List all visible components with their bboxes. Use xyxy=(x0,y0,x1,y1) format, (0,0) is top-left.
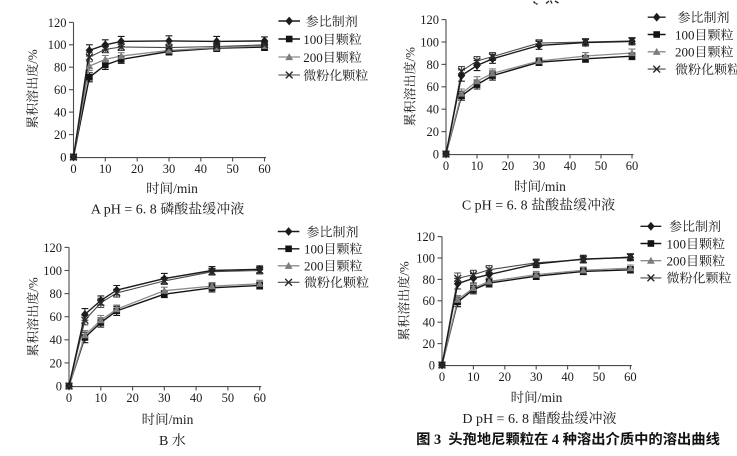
svg-text:10: 10 xyxy=(471,159,484,173)
svg-text:40: 40 xyxy=(561,370,574,384)
svg-text:80: 80 xyxy=(50,287,63,301)
svg-text:30: 30 xyxy=(533,159,546,173)
svg-text:60: 60 xyxy=(427,80,440,94)
svg-text:50: 50 xyxy=(593,370,606,384)
svg-text:0: 0 xyxy=(56,379,62,393)
svg-text:20: 20 xyxy=(427,125,440,139)
svg-text:10: 10 xyxy=(95,391,108,405)
svg-text:50: 50 xyxy=(595,159,608,173)
svg-text:40: 40 xyxy=(54,106,67,120)
svg-text:累积溶出度/%: 累积溶出度/% xyxy=(22,49,41,129)
svg-text:累积溶出度/%: 累积溶出度/% xyxy=(399,47,418,127)
svg-text:图 3 头孢地尼颗粒在 4 种溶出介质中的溶出曲线: 图 3 头孢地尼颗粒在 4 种溶出介质中的溶出曲线 xyxy=(416,428,720,449)
svg-text:参比制剂: 参比制剂 xyxy=(307,221,359,240)
svg-text:100: 100 xyxy=(43,264,62,278)
svg-text:100: 100 xyxy=(420,35,439,49)
svg-text:时间/min: 时间/min xyxy=(142,408,194,428)
svg-text:10: 10 xyxy=(99,162,112,176)
svg-text:10: 10 xyxy=(467,370,480,384)
svg-text:200目颗粒: 200目颗粒 xyxy=(304,256,363,275)
svg-text:30: 30 xyxy=(158,391,171,405)
svg-text:80: 80 xyxy=(423,273,436,287)
svg-text:30: 30 xyxy=(163,162,176,176)
svg-text:100目颗粒: 100目颗粒 xyxy=(667,233,726,252)
svg-text:60: 60 xyxy=(624,370,637,384)
svg-text:微粉化颗粒: 微粉化颗粒 xyxy=(304,272,369,291)
svg-text:80: 80 xyxy=(427,58,440,72)
svg-text:40: 40 xyxy=(427,103,440,117)
svg-text:累积溶出度/%: 累积溶出度/% xyxy=(394,261,413,341)
svg-text:微粉化颗粒: 微粉化颗粒 xyxy=(667,268,732,287)
svg-text:60: 60 xyxy=(423,294,436,308)
svg-text:40: 40 xyxy=(50,333,63,347)
svg-text:20: 20 xyxy=(50,356,63,370)
svg-text:60: 60 xyxy=(50,310,63,324)
svg-text:20: 20 xyxy=(126,391,139,405)
svg-text:0: 0 xyxy=(60,150,66,164)
svg-text:参比制剂: 参比制剂 xyxy=(306,11,358,30)
svg-text:60: 60 xyxy=(258,162,271,176)
svg-text:0: 0 xyxy=(66,391,72,405)
svg-text:微粉化颗粒: 微粉化颗粒 xyxy=(303,65,368,84)
svg-text:120: 120 xyxy=(420,13,439,27)
svg-text:20: 20 xyxy=(54,128,67,142)
svg-text:A pH = 6. 8 磷酸盐缓冲液: A pH = 6. 8 磷酸盐缓冲液 xyxy=(91,199,244,219)
svg-text:100目颗粒: 100目颗粒 xyxy=(303,29,362,48)
svg-text:20: 20 xyxy=(131,162,144,176)
svg-text:0: 0 xyxy=(429,358,435,372)
svg-text:100: 100 xyxy=(416,251,435,265)
svg-text:40: 40 xyxy=(564,159,577,173)
svg-text:40: 40 xyxy=(195,162,208,176)
svg-text:50: 50 xyxy=(226,162,239,176)
svg-text:30: 30 xyxy=(530,370,543,384)
svg-text:0: 0 xyxy=(433,147,439,161)
svg-text:120: 120 xyxy=(43,241,62,255)
svg-text:200目颗粒: 200目颗粒 xyxy=(303,47,362,66)
svg-text:参比制剂: 参比制剂 xyxy=(669,216,721,235)
svg-text:100目颗粒: 100目颗粒 xyxy=(675,24,734,43)
svg-text:80: 80 xyxy=(54,61,67,75)
svg-text:时间/min: 时间/min xyxy=(511,386,563,406)
svg-text:50: 50 xyxy=(222,391,235,405)
svg-text:200目颗粒: 200目颗粒 xyxy=(667,251,726,270)
svg-text:0: 0 xyxy=(439,370,445,384)
svg-text:时间/min: 时间/min xyxy=(514,175,566,195)
svg-text:累积溶出度/%: 累积溶出度/% xyxy=(22,277,41,357)
svg-text:时间/min: 时间/min xyxy=(146,177,198,197)
svg-text:20: 20 xyxy=(423,337,436,351)
svg-text:B 水: B 水 xyxy=(159,430,186,450)
svg-text:120: 120 xyxy=(416,230,435,244)
svg-text:40: 40 xyxy=(423,316,436,330)
svg-text:100目颗粒: 100目颗粒 xyxy=(304,239,363,258)
svg-text:D pH = 6. 8 醋酸盐缓冲液: D pH = 6. 8 醋酸盐缓冲液 xyxy=(462,408,616,428)
svg-text:微粉化颗粒: 微粉化颗粒 xyxy=(675,59,737,78)
svg-text:20: 20 xyxy=(502,159,515,173)
svg-text:40: 40 xyxy=(190,391,203,405)
svg-text:0: 0 xyxy=(70,162,76,176)
svg-text:120: 120 xyxy=(48,16,67,30)
svg-text:60: 60 xyxy=(626,159,639,173)
svg-text:C pH = 6. 8 盐酸盐缓冲液: C pH = 6. 8 盐酸盐缓冲液 xyxy=(462,195,615,215)
svg-text:60: 60 xyxy=(253,391,266,405)
svg-text:200目颗粒: 200目颗粒 xyxy=(675,42,734,61)
svg-text:参比制剂: 参比制剂 xyxy=(678,7,730,26)
svg-text:20: 20 xyxy=(499,370,512,384)
svg-text:100: 100 xyxy=(48,38,67,52)
svg-text:60: 60 xyxy=(54,83,67,97)
svg-text:0: 0 xyxy=(443,159,449,173)
